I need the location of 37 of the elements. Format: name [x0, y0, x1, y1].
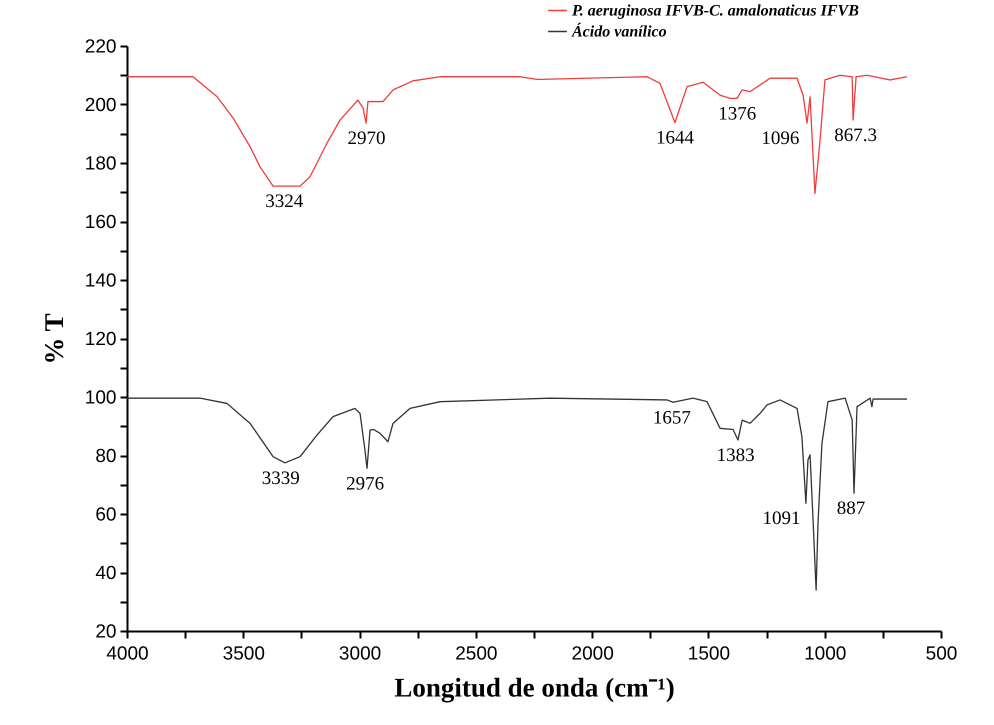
x-tick-label: 2500 [455, 644, 498, 664]
annotation: 3324 [265, 191, 304, 212]
line-series [127, 74, 908, 194]
x-tick-label: 500 [926, 644, 958, 664]
annotation: 1644 [656, 128, 694, 149]
annotation: 1376 [718, 103, 756, 124]
y-tick-label: 40 [95, 563, 116, 584]
x-tick-label: 2000 [572, 644, 614, 664]
line-series [127, 398, 908, 591]
x-tick-label: 1000 [804, 644, 846, 664]
annotation: 1657 [652, 407, 691, 428]
y-tick-label: 180 [84, 154, 116, 174]
x-tick-label: 4000 [106, 644, 149, 664]
legend-label: P. aeruginosa IFVB-C. amalonaticus IFVB [571, 2, 860, 20]
x-tick-label: 3500 [222, 644, 265, 664]
y-tick-label: 100 [84, 388, 116, 408]
annotation: 3339 [262, 468, 300, 489]
annotation: 887 [836, 498, 866, 520]
y-tick-label: 120 [84, 329, 116, 350]
y-tick-label: 220 [84, 36, 116, 58]
annotation: 2976 [346, 473, 384, 494]
y-tick-label: 160 [84, 212, 116, 233]
x-tick-label: 1500 [688, 644, 730, 664]
x-axis-title: Longitud de onda (cm⁻¹) [394, 672, 675, 702]
y-tick-label: 140 [84, 270, 116, 292]
annotation: 1383 [716, 444, 755, 466]
x-tick-label: 3000 [338, 644, 382, 664]
annotation: 2970 [348, 128, 386, 150]
y-tick-label: 80 [95, 446, 116, 467]
y-tick-label: 200 [84, 95, 116, 116]
legend-label: Ácido vanílico [571, 22, 667, 40]
y-tick-label: 20 [95, 622, 116, 642]
annotation: 867.3 [834, 125, 877, 146]
annotation: 1091 [762, 508, 801, 530]
y-axis-title: % T [38, 313, 69, 365]
y-tick-label: 60 [95, 504, 116, 526]
annotation: 1096 [761, 128, 800, 150]
